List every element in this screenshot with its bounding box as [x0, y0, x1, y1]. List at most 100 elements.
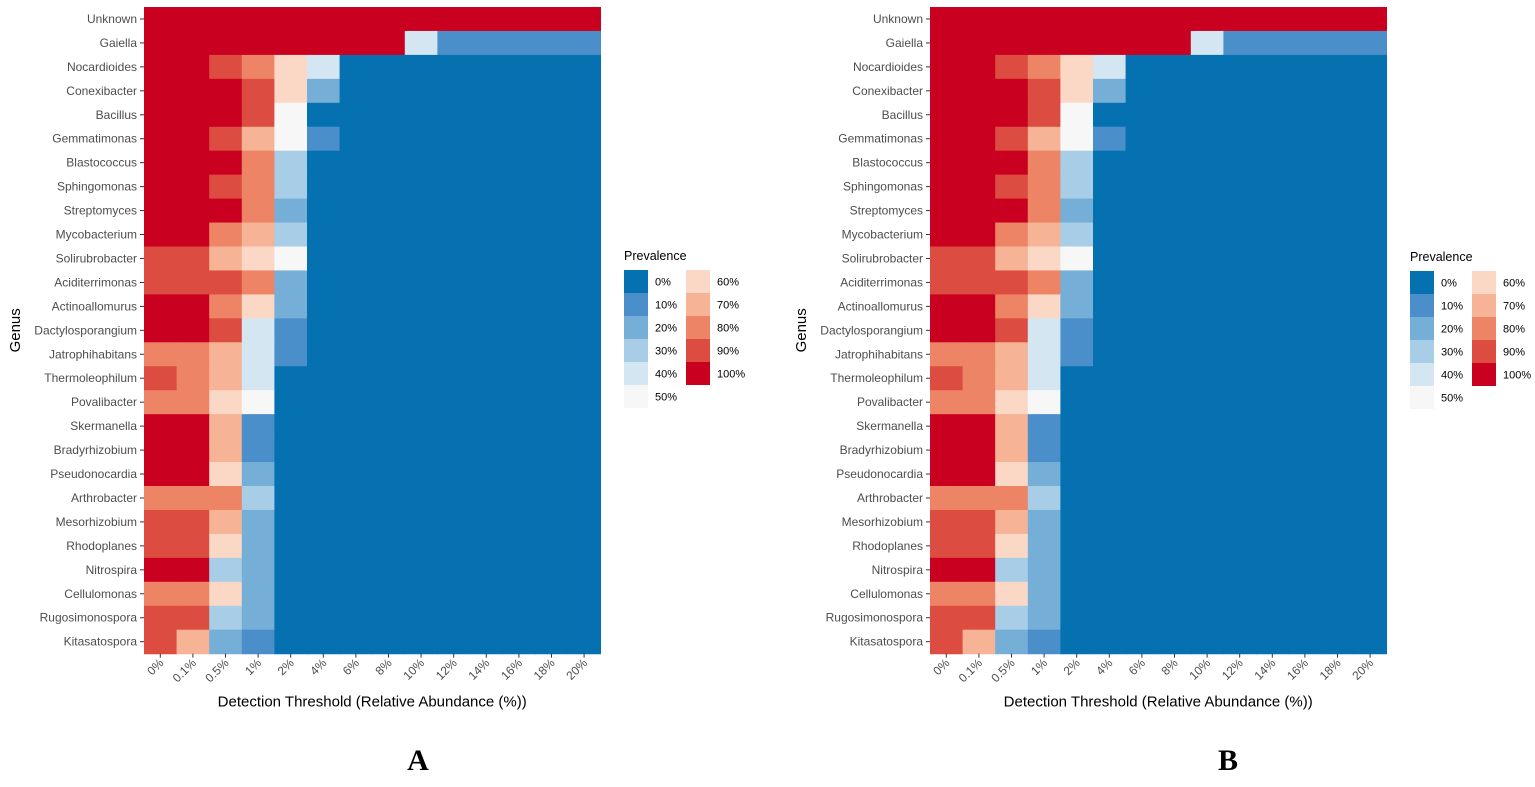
heatmap-cell	[1060, 342, 1094, 367]
heatmap-cell	[995, 533, 1029, 559]
heatmap-cell	[144, 342, 178, 367]
heatmap-cell	[209, 462, 243, 487]
heatmap-cell	[1288, 294, 1322, 319]
legend-key	[686, 316, 710, 339]
heatmap-cell	[144, 438, 178, 463]
heatmap-cell	[470, 30, 504, 56]
heatmap-cell	[1027, 30, 1061, 56]
legend-key	[624, 316, 648, 339]
heatmap-cell	[144, 30, 178, 56]
heatmap-cell	[1288, 629, 1322, 655]
heatmap-cell	[372, 150, 406, 176]
heatmap-cell	[567, 438, 601, 463]
heatmap-cell	[1060, 270, 1094, 295]
heatmap-cell	[209, 198, 243, 224]
legend-label: 100%	[1503, 370, 1531, 382]
heatmap-cell	[176, 438, 210, 463]
heatmap-cell	[1093, 366, 1127, 391]
heatmap-cell	[404, 78, 438, 104]
heatmap-cell	[241, 246, 275, 272]
heatmap-cell	[1321, 126, 1355, 152]
heatmap-cell	[1027, 270, 1061, 295]
heatmap-cell	[1093, 198, 1127, 224]
heatmap-cell	[1125, 509, 1159, 535]
heatmap-cell	[535, 486, 569, 511]
heatmap-cell	[437, 318, 471, 343]
heatmap-cell	[995, 629, 1029, 655]
heatmap-cell	[372, 30, 406, 56]
legend-label: 40%	[1441, 370, 1463, 382]
heatmap-cell	[1158, 7, 1192, 32]
heatmap-cell	[1288, 30, 1322, 56]
heatmap-cell	[307, 557, 341, 583]
heatmap-cell	[209, 486, 243, 511]
heatmap-cell	[930, 366, 964, 391]
heatmap-cell	[567, 629, 601, 655]
heatmap-cell	[470, 533, 504, 559]
heatmap-cell	[339, 462, 373, 487]
heatmap-cell	[1190, 557, 1224, 583]
heatmap-cell	[1288, 605, 1322, 631]
heatmap-cell	[930, 342, 964, 367]
heatmap-cell	[1158, 78, 1192, 104]
heatmap-cell	[176, 78, 210, 104]
x-tick-label: 12%	[1219, 656, 1246, 683]
heatmap-cell	[1093, 270, 1127, 295]
heatmap-cell	[1190, 30, 1224, 56]
heatmap-cell	[470, 414, 504, 439]
heatmap-cell	[1288, 533, 1322, 559]
heatmap-cell	[437, 126, 471, 152]
heatmap-cell	[307, 102, 341, 128]
heatmap-cell	[1027, 486, 1061, 511]
heatmap-cell	[241, 78, 275, 104]
heatmap-cell	[502, 54, 536, 80]
heatmap-cell	[307, 198, 341, 224]
heatmap-cell	[1288, 366, 1322, 391]
heatmap-cell	[241, 126, 275, 152]
heatmap-cell	[437, 438, 471, 463]
y-tick-label: Streptomyces	[850, 204, 923, 218]
y-axis-title: Genus	[7, 308, 24, 352]
heatmap-cell	[307, 270, 341, 295]
heatmap-cell	[1223, 150, 1257, 176]
heatmap-cell	[1060, 30, 1094, 56]
y-tick-label: Unknown	[87, 12, 137, 26]
heatmap-cell	[1321, 581, 1355, 607]
heatmap-cell	[1060, 318, 1094, 343]
heatmap-cell	[1060, 390, 1094, 415]
heatmap-cell	[144, 126, 178, 152]
heatmap-cell	[1256, 174, 1290, 200]
heatmap-cell	[209, 126, 243, 152]
heatmap-cell	[144, 294, 178, 319]
heatmap-cell	[1321, 390, 1355, 415]
y-tick-label: Gaiella	[886, 36, 924, 50]
heatmap-cell	[962, 438, 996, 463]
heatmap-cell	[1321, 486, 1355, 511]
y-tick-label: Unknown	[873, 12, 923, 26]
heatmap-cell	[1060, 366, 1094, 391]
heatmap-cell	[437, 342, 471, 367]
heatmap-cell	[930, 30, 964, 56]
heatmap-cell	[1288, 557, 1322, 583]
heatmap-cell	[404, 198, 438, 224]
y-tick-label: Dactylosporangium	[34, 323, 137, 337]
heatmap-cell	[502, 462, 536, 487]
heatmap-cell	[535, 605, 569, 631]
heatmap-cell	[176, 222, 210, 248]
heatmap-cell	[274, 557, 308, 583]
panel-label: A	[407, 744, 429, 777]
heatmap-cell	[1256, 629, 1290, 655]
heatmap-cell	[1223, 486, 1257, 511]
x-tick-label: 1%	[242, 656, 264, 678]
heatmap-cell	[930, 246, 964, 272]
heatmap-cell	[1288, 342, 1322, 367]
heatmap-cell	[437, 7, 471, 32]
heatmap-cell	[995, 7, 1029, 32]
legend-label: 90%	[1503, 347, 1525, 359]
heatmap-cell	[339, 78, 373, 104]
heatmap-cell	[176, 605, 210, 631]
heatmap-cell	[930, 7, 964, 32]
legend-label: 70%	[717, 300, 739, 312]
heatmap-cell	[995, 294, 1029, 319]
